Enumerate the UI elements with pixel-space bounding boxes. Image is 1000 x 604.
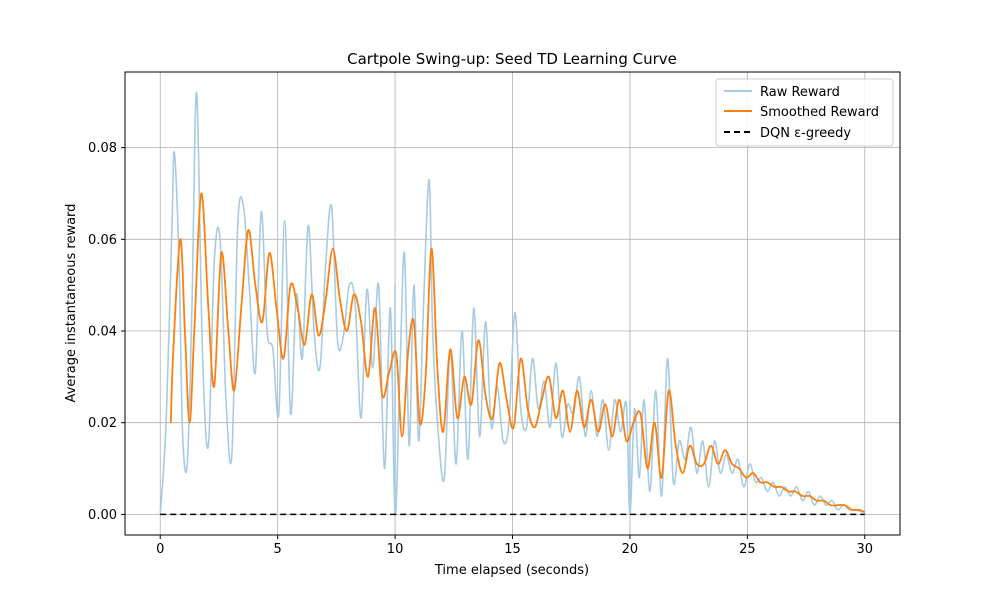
legend: Raw Reward Smoothed Reward DQN ε-greedy	[715, 78, 894, 147]
x-tick-label: 5	[274, 542, 282, 557]
y-tick-label: 0.08	[88, 141, 117, 156]
legend-label-smoothed-reward: Smoothed Reward	[760, 105, 879, 120]
plot-series	[159, 91, 866, 516]
y-tick-label: 0.04	[88, 325, 117, 340]
y-tick-label: 0.06	[88, 233, 117, 248]
series-raw-reward	[159, 91, 865, 516]
chart-title: Cartpole Swing-up: Seed TD Learning Curv…	[347, 50, 677, 68]
series-smoothed-reward	[169, 192, 866, 513]
axis-ticks: 0 5 10 15 20 25 30 0.00 0.02 0.04 0.06 0.08	[88, 141, 873, 557]
y-tick-label: 0.00	[88, 508, 117, 523]
y-tick-label: 0.02	[88, 416, 117, 431]
x-tick-label: 25	[739, 542, 756, 557]
x-tick-label: 20	[622, 542, 639, 557]
legend-label-raw-reward: Raw Reward	[760, 85, 840, 100]
x-tick-label: 0	[156, 542, 164, 557]
legend-box	[715, 78, 894, 147]
y-axis-title: Average instantaneous reward	[64, 204, 79, 403]
legend-label-dqn-greedy: DQN ε-greedy	[760, 126, 851, 141]
x-tick-label: 30	[856, 542, 873, 557]
x-axis-title: Time elapsed (seconds)	[434, 563, 589, 578]
x-tick-label: 15	[504, 542, 521, 557]
x-tick-label: 10	[387, 542, 404, 557]
